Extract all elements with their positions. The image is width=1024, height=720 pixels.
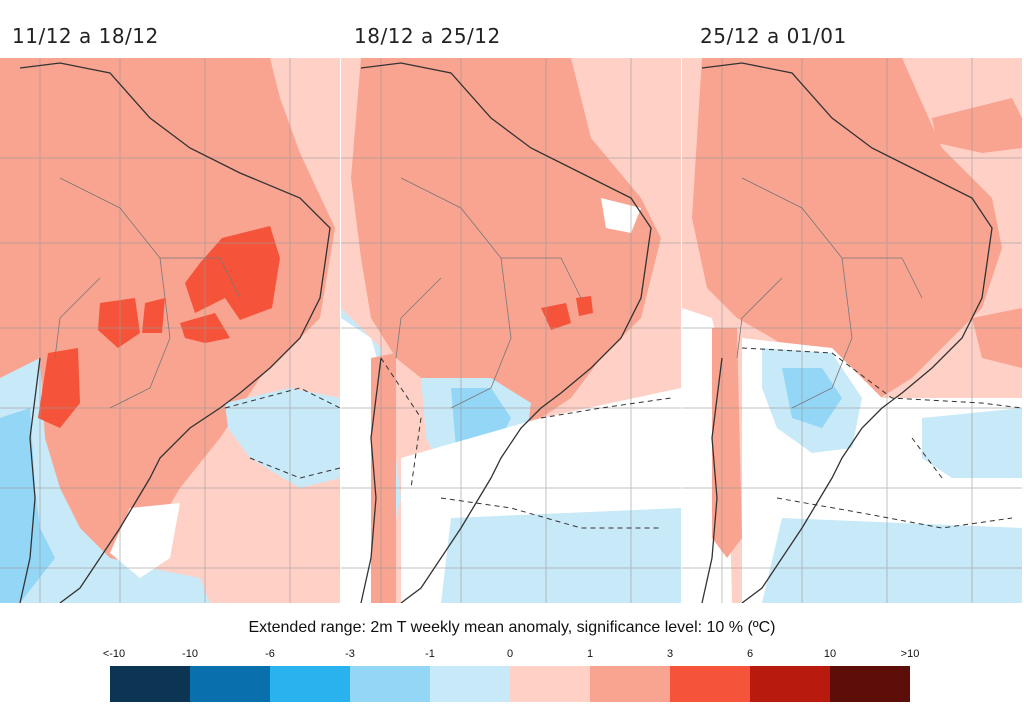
anomaly-map-week1 (0, 58, 340, 603)
legend-tick: -3 (345, 648, 355, 660)
legend-tick: -1 (425, 648, 435, 660)
legend-tick: 0 (506, 648, 514, 660)
legend-swatch (270, 666, 350, 702)
anomaly-map-week3 (682, 58, 1022, 603)
legend-colorbar (110, 666, 910, 702)
legend-swatch (190, 666, 270, 702)
legend-tick: -6 (265, 648, 275, 660)
panel-title-week2: 18/12 a 25/12 (354, 24, 501, 48)
legend-tick: 10 (823, 648, 837, 660)
legend-swatch (430, 666, 510, 702)
legend-swatch (110, 666, 190, 702)
legend-tick: 3 (666, 648, 674, 660)
panel-title-week1: 11/12 a 18/12 (12, 24, 159, 48)
legend-caption: Extended range: 2m T weekly mean anomaly… (248, 619, 776, 636)
legend-swatch (750, 666, 830, 702)
legend-swatch (510, 666, 590, 702)
legend-swatch (830, 666, 910, 702)
legend-swatch (670, 666, 750, 702)
anomaly-map-week2 (341, 58, 681, 603)
legend-tick: -10 (182, 648, 198, 660)
legend-swatch (590, 666, 670, 702)
legend-swatch (350, 666, 430, 702)
legend-tick: <-10 (102, 648, 126, 660)
legend-tick: 6 (746, 648, 754, 660)
panel-title-week3: 25/12 a 01/01 (700, 24, 847, 48)
legend-tick: 1 (586, 648, 594, 660)
legend-tick: >10 (900, 648, 920, 660)
